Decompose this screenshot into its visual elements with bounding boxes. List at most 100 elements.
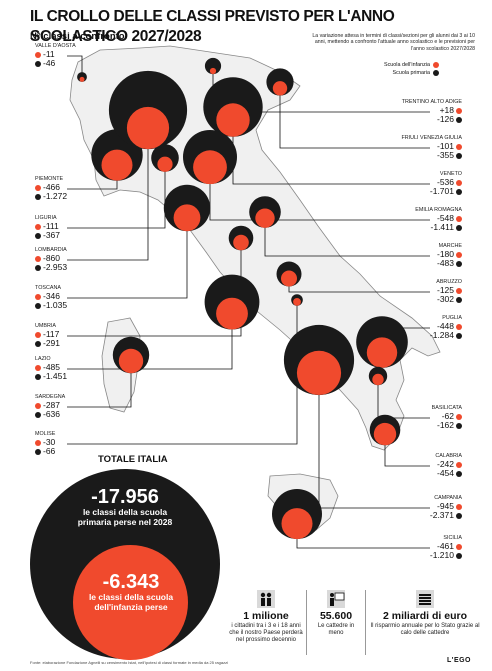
chart-subtitle: N° classi a confronto (30, 31, 125, 42)
black-dot-icon (432, 70, 439, 76)
value-text: -945 (436, 501, 454, 511)
region-value-infanzia: -111 (35, 222, 60, 231)
red-dot-icon (456, 503, 462, 510)
stat-risparmio-value: 2 miliardi di euro (382, 610, 468, 622)
region-label-piemonte: PIEMONTE -466 -1.272 (35, 175, 67, 201)
red-dot-icon (456, 543, 462, 550)
legend-label-infanzia: Scuola dell'infanzia (384, 62, 430, 68)
value-text: -454 (436, 468, 454, 478)
value-text: -355 (436, 150, 454, 160)
value-text: -485 (43, 362, 61, 372)
methodology-note: La variazione attesa in termini di class… (312, 33, 475, 52)
region-value-infanzia: -485 (35, 363, 67, 372)
region-value-primaria: -483 (437, 259, 462, 268)
region-value-primaria: -1.451 (35, 372, 67, 381)
red-dot-icon (35, 51, 41, 58)
bubble-infanzia-campania (296, 350, 342, 395)
bubble-infanzia-molise (293, 298, 301, 306)
bubble-infanzia-piemonte (101, 149, 133, 181)
region-value-infanzia: -30 (35, 438, 55, 447)
black-dot-icon (456, 552, 462, 559)
legend-label-primaria: Scuola primaria (392, 70, 430, 76)
region-value-primaria: -66 (35, 447, 55, 456)
red-dot-icon (456, 251, 462, 258)
region-name: PIEMONTE (35, 176, 64, 182)
region-label-friuli-venezia-giulia: FRIULI VENEZIA GIULIA -101 -355 (401, 134, 462, 160)
red-dot-icon (35, 223, 41, 230)
bubble-infanzia-umbria (233, 234, 249, 251)
red-dot-icon (456, 287, 462, 294)
region-value-primaria: -636 (35, 410, 65, 419)
connector-lombardia (67, 110, 149, 261)
value-text: -483 (436, 258, 454, 268)
value-text: -242 (436, 459, 454, 469)
region-label-toscana: TOSCANA -346 -1.035 (35, 284, 67, 310)
value-text: -1.411 (430, 222, 454, 232)
region-value-infanzia: -101 (401, 142, 462, 151)
region-value-infanzia: -536 (430, 178, 462, 187)
region-label-lazio: LAZIO -485 -1.451 (35, 355, 67, 381)
red-dot-icon (35, 439, 41, 446)
bubble-infanzia-lombardia (126, 106, 170, 150)
bubble-infanzia-calabria (373, 422, 397, 446)
stat-risparmio: 2 miliardi di euro Il risparmio annuale … (370, 590, 480, 637)
region-name: SARDEGNA (35, 394, 66, 400)
value-text: -860 (43, 253, 61, 263)
region-label-marche: MARCHE -180 -483 (437, 242, 462, 268)
black-dot-icon (456, 152, 462, 159)
bubble-infanzia-basilicata (372, 373, 384, 386)
region-value-primaria: -454 (435, 469, 462, 478)
value-text: -1.451 (43, 371, 68, 381)
region-name: MARCHE (438, 243, 462, 249)
region-value-infanzia: -860 (35, 254, 67, 263)
region-name: PUGLIA (442, 315, 462, 321)
region-label-sicilia: SICILIA -461 -1.210 (430, 534, 462, 560)
value-text: -111 (43, 221, 59, 231)
red-dot-icon (456, 107, 462, 114)
black-dot-icon (456, 422, 462, 429)
black-dot-icon (456, 512, 462, 519)
value-text: -367 (43, 230, 61, 240)
bubble-primaria-trentino-alto-adige (204, 57, 222, 75)
region-value-infanzia: -461 (430, 542, 462, 551)
value-text: -1.035 (43, 300, 68, 310)
bubble-infanzia-emilia-romagna (193, 150, 227, 185)
region-value-primaria: -1.701 (430, 187, 462, 196)
region-value-infanzia: -62 (432, 412, 462, 421)
totale-infanzia-text: le classi della scuola dell'infanzia per… (88, 592, 174, 612)
region-name: TOSCANA (35, 285, 61, 291)
black-dot-icon (456, 296, 462, 303)
region-value-infanzia: -180 (437, 250, 462, 259)
black-dot-icon (456, 260, 462, 267)
region-value-primaria: -46 (35, 59, 76, 68)
region-value-infanzia: -287 (35, 401, 65, 410)
black-dot-icon (456, 116, 462, 123)
totale-infanzia-block: -6.343 le classi della scuola dell'infan… (85, 571, 177, 612)
region-name: FRIULI VENEZIA GIULIA (401, 135, 462, 141)
region-label-calabria: CALABRIA -242 -454 (435, 452, 462, 478)
black-dot-icon (35, 302, 41, 309)
bubble-infanzia-puglia (366, 337, 398, 368)
publisher-logo: L'EGO (447, 657, 471, 664)
value-text: -302 (436, 294, 454, 304)
region-name: CALABRIA (435, 453, 462, 459)
black-dot-icon (35, 448, 41, 455)
bubble-infanzia-toscana (173, 204, 201, 232)
black-dot-icon (35, 193, 41, 200)
value-text: +18 (439, 105, 454, 115)
black-dot-icon (456, 224, 462, 231)
region-name: BASILICATA (431, 405, 462, 411)
region-label-puglia: PUGLIA -448 -1.284 (430, 314, 462, 340)
region-value-infanzia: -242 (435, 460, 462, 469)
black-dot-icon (35, 373, 41, 380)
region-name: SICILIA (443, 535, 462, 541)
connector-umbria (67, 238, 242, 337)
region-value-primaria: -355 (401, 151, 462, 160)
stat-cittadini-text: i cittadini tra i 3 e i 18 anni che il n… (229, 623, 303, 643)
bubble-infanzia-abruzzo (281, 270, 297, 287)
region-name: VALLE D'AOSTA (35, 43, 76, 49)
red-dot-icon (35, 255, 41, 262)
red-dot-icon (432, 62, 439, 68)
region-label-trentino-alto-adige: TRENTINO ALTO ADIGE +18 -126 (402, 98, 462, 124)
region-label-liguria: LIGURIA -111 -367 (35, 214, 60, 240)
